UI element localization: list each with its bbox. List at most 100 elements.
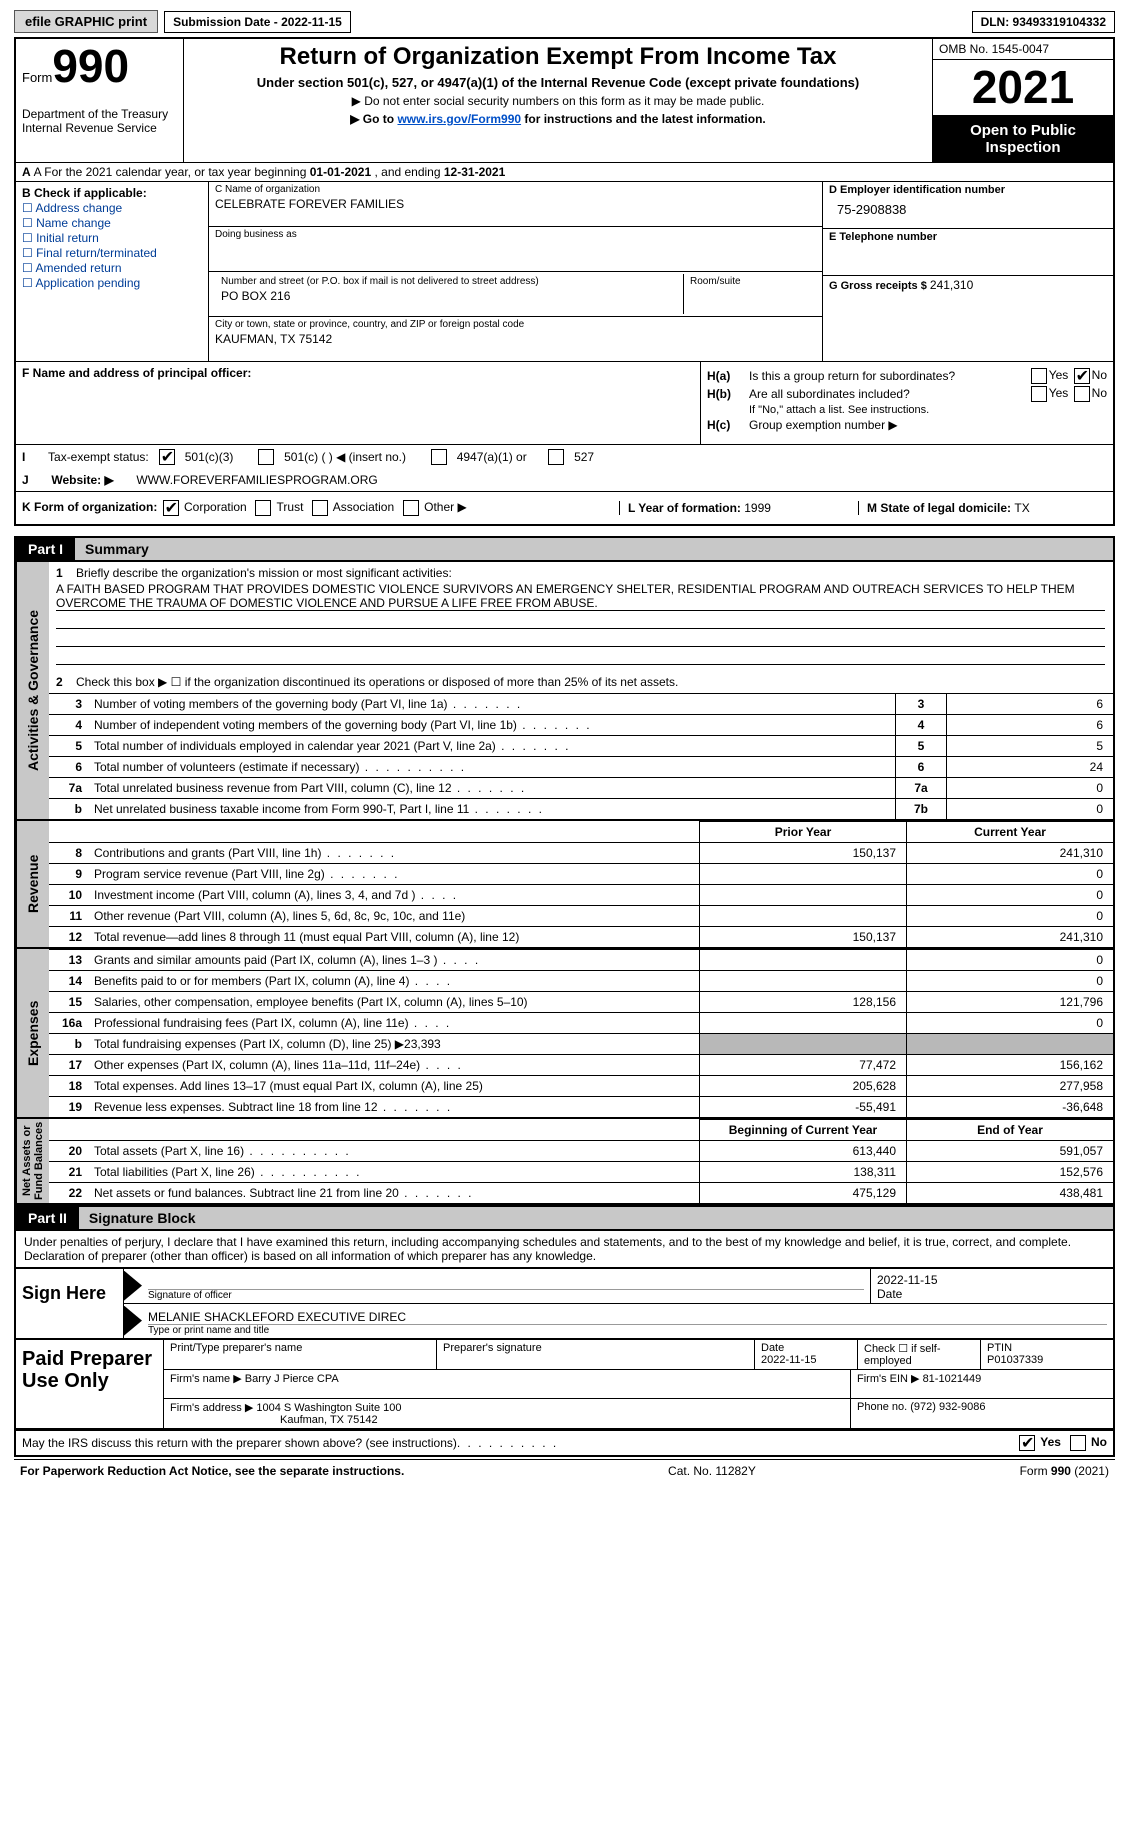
activities-section: Activities & Governance 1Briefly describ… <box>14 562 1115 821</box>
row-desc: Total expenses. Add lines 13–17 (must eq… <box>94 1079 483 1093</box>
row-desc: Benefits paid to or for members (Part IX… <box>94 974 409 988</box>
col-current: Current Year <box>907 821 1114 842</box>
curr-val: 241,310 <box>907 926 1114 947</box>
tab-net-assets: Net Assets or Fund Balances <box>16 1119 49 1203</box>
row-desc: Net unrelated business taxable income fr… <box>94 802 469 816</box>
chk-other[interactable] <box>403 500 419 516</box>
ha-yes-label: Yes <box>1049 368 1069 382</box>
activities-content: 1Briefly describe the organization's mis… <box>48 562 1113 819</box>
ein: 75-2908838 <box>837 202 1107 217</box>
ha-no-checkbox[interactable] <box>1074 368 1090 384</box>
ptin: P01037339 <box>987 1354 1043 1366</box>
hb-yes-checkbox[interactable] <box>1031 386 1047 402</box>
chk-527[interactable] <box>548 449 564 465</box>
irs-link[interactable]: www.irs.gov/Form990 <box>397 112 521 126</box>
row-fh: F Name and address of principal officer:… <box>14 361 1115 444</box>
discuss-yes-checkbox[interactable] <box>1019 1435 1035 1451</box>
ha-yes-checkbox[interactable] <box>1031 368 1047 384</box>
chk-corporation[interactable] <box>163 500 179 516</box>
table-row: 12Total revenue—add lines 8 through 11 (… <box>48 926 1113 947</box>
part-1-title: Summary <box>75 538 1113 560</box>
submission-date: Submission Date - 2022-11-15 <box>164 11 351 33</box>
curr-val: 0 <box>907 863 1114 884</box>
row-desc: Total liabilities (Part X, line 26) <box>94 1165 255 1179</box>
part-2-title: Signature Block <box>79 1207 1113 1229</box>
row-num: 17 <box>48 1054 88 1075</box>
name-title-cell: MELANIE SHACKLEFORD EXECUTIVE DIREC Type… <box>142 1304 1113 1338</box>
row-num: 12 <box>48 926 88 947</box>
officer-name-title: MELANIE SHACKLEFORD EXECUTIVE DIREC <box>148 1310 1107 1324</box>
discuss-answer: Yes No <box>1017 1435 1107 1451</box>
self-employed-check[interactable]: Check ☐ if self-employed <box>858 1340 981 1369</box>
cat-no: Cat. No. 11282Y <box>668 1464 756 1478</box>
chk-501c3[interactable] <box>159 449 175 465</box>
curr-val: 0 <box>907 905 1114 926</box>
curr-val: 0 <box>907 884 1114 905</box>
tax-year: 2021 <box>933 60 1113 116</box>
line-2-text: Check this box ▶ ☐ if the organization d… <box>76 675 678 689</box>
preparer-sig-label: Preparer's signature <box>437 1340 755 1369</box>
table-row: 17Other expenses (Part IX, column (A), l… <box>48 1054 1113 1075</box>
hb-no-checkbox[interactable] <box>1074 386 1090 402</box>
table-row: 8Contributions and grants (Part VIII, li… <box>48 842 1113 863</box>
table-row: 7aTotal unrelated business revenue from … <box>48 777 1113 798</box>
prior-val: 150,137 <box>700 842 907 863</box>
tax-exempt-status: I Tax-exempt status: 501(c)(3) 501(c) ( … <box>22 449 1107 465</box>
chk-application-pending-label: Application pending <box>35 276 140 290</box>
chk-address-change[interactable]: ☐ Address change <box>22 201 202 215</box>
telephone-label: E Telephone number <box>829 231 1107 243</box>
table-row: 22Net assets or fund balances. Subtract … <box>48 1182 1113 1203</box>
row-desc: Other revenue (Part VIII, column (A), li… <box>94 909 465 923</box>
chk-4947[interactable] <box>431 449 447 465</box>
ein-box: D Employer identification number 75-2908… <box>823 182 1113 229</box>
prep-row-3: Firm's address ▶ 1004 S Washington Suite… <box>164 1399 1113 1428</box>
row-num: 13 <box>48 949 88 970</box>
form-number: 990 <box>52 40 129 92</box>
paid-preparer-block: Paid Preparer Use Only Print/Type prepar… <box>14 1340 1115 1430</box>
open-to-public: Open to Public Inspection <box>933 116 1113 162</box>
chk-final-return[interactable]: ☐ Final return/terminated <box>22 246 202 260</box>
chk-amended[interactable]: ☐ Amended return <box>22 261 202 275</box>
table-row: 21Total liabilities (Part X, line 26)138… <box>48 1161 1113 1182</box>
row-num: b <box>48 798 88 819</box>
prior-val <box>700 863 907 884</box>
col-b-checkboxes: B Check if applicable: ☐ Address change … <box>16 182 209 361</box>
revenue-table: Prior YearCurrent Year 8Contributions an… <box>48 821 1113 947</box>
omb-number: OMB No. 1545-0047 <box>933 39 1113 60</box>
department-label: Department of the Treasury Internal Reve… <box>22 107 177 135</box>
ha-key: H(a) <box>707 369 749 383</box>
principal-officer-label: F Name and address of principal officer: <box>22 366 251 380</box>
efile-print-button[interactable]: efile GRAPHIC print <box>14 10 158 33</box>
row-a-pre: A For the 2021 calendar year, or tax yea… <box>34 165 310 179</box>
chk-association[interactable] <box>312 500 328 516</box>
sign-here-label: Sign Here <box>16 1269 124 1338</box>
row-num: 21 <box>48 1161 88 1182</box>
begin-val: 475,129 <box>700 1182 907 1203</box>
col-end: End of Year <box>907 1119 1114 1140</box>
chk-trust[interactable] <box>255 500 271 516</box>
curr-val: 0 <box>907 1012 1114 1033</box>
part-1-num: Part I <box>16 538 75 560</box>
row-desc: Net assets or fund balances. Subtract li… <box>94 1186 399 1200</box>
col-d: D Employer identification number 75-2908… <box>822 182 1113 361</box>
chk-501c[interactable] <box>258 449 274 465</box>
discuss-no-checkbox[interactable] <box>1070 1435 1086 1451</box>
form-of-org: K Form of organization: Corporation Trus… <box>22 500 619 516</box>
row-desc: Total number of volunteers (estimate if … <box>94 760 359 774</box>
curr-val: 241,310 <box>907 842 1114 863</box>
city-box: City or town, state or province, country… <box>209 317 822 361</box>
note2-pre: ▶ Go to <box>350 112 397 126</box>
phone: (972) 932-9086 <box>910 1401 985 1413</box>
tax-year-begin: 01-01-2021 <box>310 165 371 179</box>
row-desc: Total unrelated business revenue from Pa… <box>94 781 452 795</box>
table-row: 5Total number of individuals employed in… <box>48 735 1113 756</box>
ha-label: Is this a group return for subordinates? <box>749 369 1029 383</box>
row-desc: Professional fundraising fees (Part IX, … <box>94 1016 409 1030</box>
prior-val <box>700 1012 907 1033</box>
prior-val <box>700 884 907 905</box>
chk-name-change[interactable]: ☐ Name change <box>22 216 202 230</box>
row-num: 4 <box>48 714 88 735</box>
discuss-yes: Yes <box>1040 1435 1061 1449</box>
chk-initial-return[interactable]: ☐ Initial return <box>22 231 202 245</box>
chk-application-pending[interactable]: ☐ Application pending <box>22 276 202 290</box>
